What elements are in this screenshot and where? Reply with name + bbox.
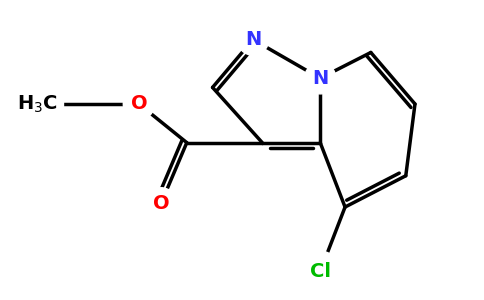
Circle shape <box>123 88 154 120</box>
Text: N: N <box>312 69 328 88</box>
Circle shape <box>304 63 336 94</box>
Circle shape <box>145 188 177 219</box>
Circle shape <box>300 251 340 292</box>
Text: Cl: Cl <box>310 262 331 281</box>
Text: N: N <box>245 30 261 49</box>
Text: H$_3$C: H$_3$C <box>17 93 58 115</box>
Bar <box>12 87 62 121</box>
Text: O: O <box>153 194 169 213</box>
Text: O: O <box>131 94 147 113</box>
Circle shape <box>237 24 269 55</box>
